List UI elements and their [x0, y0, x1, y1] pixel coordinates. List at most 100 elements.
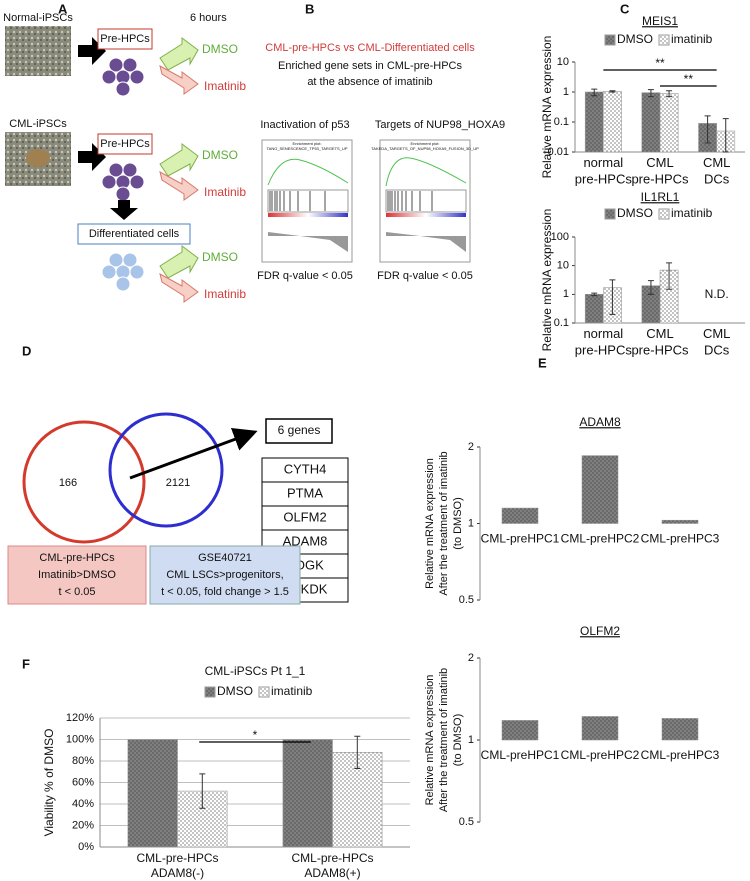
y-tick-label: 2: [468, 441, 474, 453]
y-axis-label: After the treatment of imatinib: [438, 451, 450, 595]
x-tick-label: CML DCs: [703, 326, 730, 357]
genes-box: [265, 418, 333, 444]
colony: [26, 149, 50, 167]
y-axis-label: Relative mRNA expression: [540, 209, 554, 352]
gsea-plot: Enrichment plot: TANG_SENESCENCE_TP53_TA…: [261, 139, 353, 263]
venn-circle: [108, 412, 224, 528]
error-bar: [609, 90, 616, 93]
bar: [584, 91, 604, 153]
panel-title: CML-pre-HPCs vs CML-Differentiated cells: [265, 42, 475, 54]
time-label: 6 hours: [190, 12, 227, 24]
y-tick-label: 60%: [72, 776, 94, 788]
legend-swatch: [604, 34, 616, 46]
y-tick-label: 20%: [72, 819, 94, 831]
panel-label: D: [22, 343, 31, 358]
y-axis-label: Relative mRNA expression: [424, 675, 436, 806]
panel-label: A: [58, 1, 68, 16]
y-axis-label: Relative mRNA expression: [540, 36, 554, 179]
legend-swatch: [204, 686, 216, 698]
annotation: **: [684, 72, 694, 86]
y-axis-label: Viability % of DMSO: [42, 729, 56, 837]
y-tick-label: 10: [557, 260, 569, 272]
error-bar: [704, 115, 711, 144]
error-bar: [591, 292, 598, 297]
legend-label: DMSO: [217, 684, 253, 698]
error-bar: [354, 735, 361, 770]
gene-name: PTMA: [287, 485, 323, 500]
chart-title: MEIS1: [642, 14, 678, 28]
genes-label: 6 genes: [278, 423, 321, 437]
source-label: CML-iPSCs: [9, 118, 67, 130]
x-tick-label: CML-pre-HPCs ADAM8(-): [136, 851, 218, 880]
chart-title: OLFM2: [580, 624, 620, 638]
legend-label: imatinib: [271, 684, 313, 698]
x-tick-label: CML DCs: [703, 155, 730, 186]
box: [77, 223, 191, 245]
annotation: **: [655, 56, 665, 70]
y-tick-label: 10: [557, 56, 569, 68]
dmso-label: DMSO: [202, 250, 238, 264]
panel-b: CML-pre-HPCs vs CML-Differentiated cells…: [257, 42, 505, 282]
box: [97, 28, 153, 50]
plot-name: Inactivation of p53: [260, 119, 349, 131]
plot-caption: TAKEDA_TARGETS_OF_NUP98_HOXA9_FUSION_3D_…: [371, 146, 479, 151]
criteria-text: GSE40721: [198, 552, 252, 564]
x-tick-label: normal pre-HPCs: [575, 326, 633, 357]
annotation: *: [253, 728, 258, 742]
bar: [127, 739, 178, 848]
panel-label: B: [305, 1, 314, 16]
bar: [282, 739, 333, 848]
treatment-arrows: [159, 37, 199, 303]
y-tick-label: 80%: [72, 755, 94, 767]
count: 2121: [166, 477, 190, 489]
box: [97, 133, 153, 155]
imatinib-label: Imatinib: [204, 79, 246, 93]
x-tick-label: CML pre-HPCs: [631, 326, 689, 357]
chart-title: CML-iPSCs Pt 1_1: [205, 664, 306, 678]
x-tick-label: CML-pre-HPCs ADAM8(+): [291, 851, 373, 880]
error-bar: [666, 90, 673, 98]
panel-label: F: [22, 656, 30, 671]
box-label: Differentiated cells: [89, 228, 180, 240]
y-tick-label: 1: [468, 517, 474, 529]
y-tick-label: 0%: [78, 841, 94, 853]
plot-name: Targets of NUP98_HOXA9: [375, 119, 505, 131]
x-tick-label: CML-preHPC3: [641, 748, 720, 762]
y-tick-label: 120%: [66, 712, 94, 724]
y-tick-label: 0.5: [459, 594, 474, 606]
error-bar: [591, 88, 598, 97]
gene-name: CYTH4: [284, 461, 327, 476]
gene-cell: [261, 457, 349, 483]
legend-label: DMSO: [617, 206, 653, 220]
bar: [641, 92, 661, 153]
y-tick-label: 1: [563, 86, 569, 98]
x-tick-label: CML-preHPC2: [561, 748, 640, 762]
criteria-text: t < 0.05, fold change > 1.5: [161, 586, 289, 598]
panel-label: C: [620, 1, 630, 16]
legend-swatch: [658, 34, 670, 46]
gene-name: OLFM2: [283, 509, 326, 524]
legend-swatch: [604, 208, 616, 220]
y-tick-label: 0.5: [459, 816, 474, 828]
panel-d: 166 2121 6 genes CYTH4PTMAOLFM2ADAM8POGK…: [7, 412, 349, 605]
error-bar: [647, 89, 654, 98]
panel-a: Normal-iPSCs CML-iPSCs Pre-HPCs Pre-HPCs…: [3, 12, 246, 303]
y-axis-label: (to DMSO): [452, 497, 464, 550]
y-tick-label: 100%: [66, 733, 94, 745]
legend-label: imatinib: [671, 206, 713, 220]
fdr-label: FDR q-value < 0.05: [257, 270, 353, 282]
legend-label: DMSO: [617, 32, 653, 46]
annotation: N.D.: [705, 287, 729, 301]
error-bar: [647, 280, 654, 295]
x-tick-label: CML pre-HPCs: [631, 155, 689, 186]
bar: [659, 93, 679, 153]
arrow: [110, 200, 138, 220]
error-bar: [199, 773, 206, 809]
x-tick-label: CML-preHPC1: [481, 532, 560, 546]
bar: [501, 720, 539, 741]
fdr-label: FDR q-value < 0.05: [377, 270, 473, 282]
bar: [584, 294, 604, 324]
dmso-label: DMSO: [202, 148, 238, 162]
